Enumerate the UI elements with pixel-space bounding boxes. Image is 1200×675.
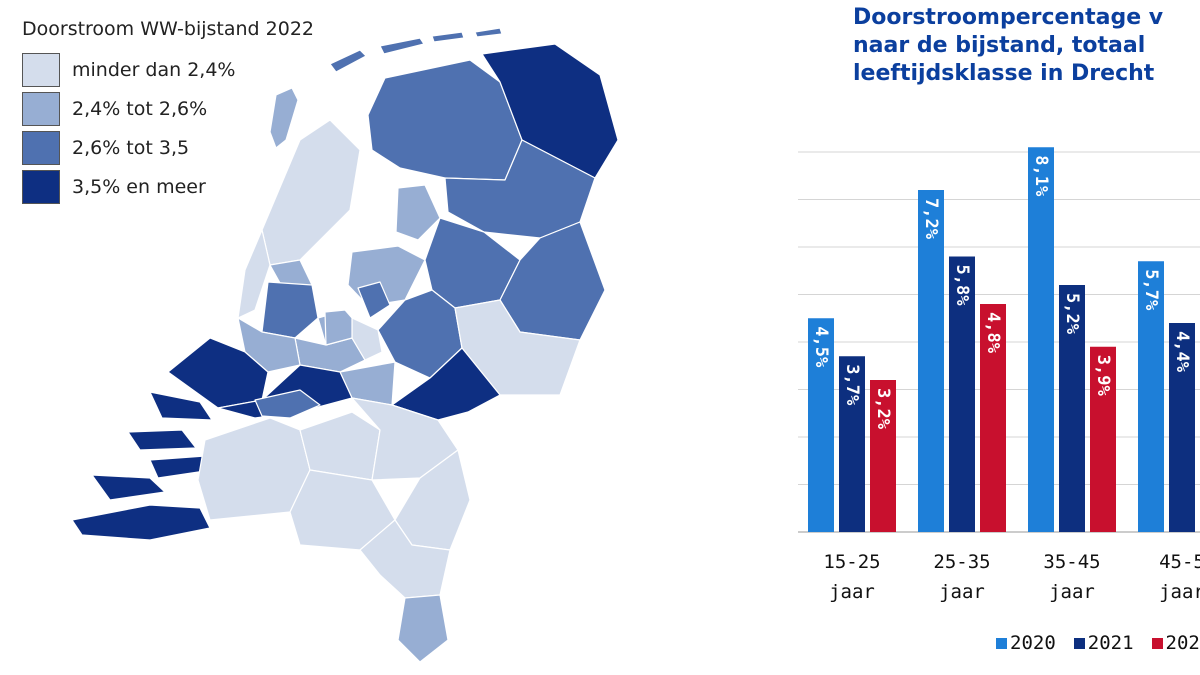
map-region-groningen: [481, 43, 619, 179]
map-legend-swatch: [22, 52, 60, 87]
bar-data-label: 8,1%: [1031, 155, 1051, 197]
map-legend-item: 3,5% en meer: [22, 167, 314, 206]
map-legend-swatch: [22, 169, 60, 204]
bar-data-label: 3,9%: [1093, 355, 1113, 397]
map-region-amersfoort: [324, 309, 353, 346]
bar-chart-panel: Doorstroompercentage v naar de bijstand,…: [760, 0, 1200, 675]
x-tick-label: jaar: [1159, 581, 1200, 603]
x-tick-label: 25-35: [933, 551, 990, 573]
x-tick-label: 15-25: [823, 551, 880, 573]
chart-legend-item: 2020: [996, 632, 1056, 654]
map-region-twente: [499, 221, 606, 341]
map-legend-label: minder dan 2,4%: [72, 58, 236, 81]
bar-2020-0: [808, 318, 834, 532]
map-legend-label: 3,5% en meer: [72, 175, 206, 198]
chart-legend-label: 2021: [1087, 632, 1134, 654]
chart-legend-label: 2020: [1010, 632, 1056, 654]
bar-data-label: 3,2%: [873, 388, 893, 430]
map-region-zeeland-flanders: [71, 504, 211, 541]
bar-chart: 4,5% 3,7% 3,2% 15-25 jaar 7,2% 5,8% 4,8% 25-35 ja…: [798, 147, 1200, 603]
netherlands-region-map: [71, 27, 619, 663]
bar-2022-0: [870, 380, 896, 532]
map-legend-item: 2,6% tot 3,5: [22, 128, 314, 167]
bar-2022-2: [1090, 346, 1116, 532]
map-region-amsterdam: [261, 281, 319, 339]
map-region-drechtsteden: [254, 389, 321, 419]
map-region-zeeland-walcheren: [91, 474, 166, 501]
map-region-zuid-limburg: [397, 594, 449, 663]
bar-data-label: 5,2%: [1062, 293, 1082, 335]
bar-data-label: 4,8%: [983, 312, 1003, 354]
bar-data-label: 5,8%: [952, 265, 972, 307]
map-region-island-schiermonnikoog: [474, 27, 503, 38]
map-region-noord-holland-kennemerland: [237, 229, 271, 319]
chart-title-line: leeftijdsklasse in Drecht: [853, 61, 1155, 86]
x-tick-label: 45-5: [1159, 551, 1200, 573]
bar-data-label: 3,7%: [842, 364, 862, 406]
map-legend-swatch: [22, 130, 60, 165]
bar-2021-2: [1059, 285, 1085, 532]
chart-legend-swatch: [1151, 637, 1163, 649]
x-tick-label: 35-45: [1043, 551, 1100, 573]
map-legend-swatch: [22, 91, 60, 126]
bar-2021-0: [839, 356, 865, 532]
chart-legend-item: 2021: [1073, 632, 1134, 654]
x-tick-label: jaar: [1049, 581, 1095, 603]
bar-2020-1: [918, 190, 944, 532]
map-region-noordoostpolder: [395, 184, 441, 241]
map-region-zeeland-goeree: [149, 391, 213, 421]
map-region-island-ameland: [431, 31, 465, 43]
map-legend-item: 2,4% tot 2,6%: [22, 89, 314, 128]
x-tick-label: jaar: [829, 581, 875, 603]
map-legend-title: Doorstroom WW-bijstand 2022: [22, 18, 314, 40]
map-legend-item: minder dan 2,4%: [22, 50, 314, 89]
netherlands-map-panel: Doorstroom WW-bijstand 2022 minder dan 2…: [22, 18, 619, 663]
map-region-texel: [269, 87, 299, 149]
map-region-almere: [357, 281, 391, 319]
bar-2021-3: [1169, 323, 1195, 532]
chart-legend: 2020 2021 2022: [996, 632, 1200, 654]
map-region-island-vlieland: [329, 49, 367, 73]
map-region-midden-limburg: [359, 519, 451, 599]
bar-data-label: 5,7%: [1141, 269, 1161, 311]
chart-legend-label: 2022: [1165, 632, 1200, 654]
bar-2021-1: [949, 256, 975, 532]
map-region-achterhoek: [454, 299, 581, 396]
map-legend: Doorstroom WW-bijstand 2022 minder dan 2…: [22, 18, 314, 206]
chart-legend-item: 2022: [1151, 632, 1200, 654]
x-tick-label: jaar: [939, 581, 985, 603]
chart-title: Doorstroompercentage v naar de bijstand,…: [853, 4, 1163, 88]
bar-data-label: 4,4%: [1172, 331, 1192, 373]
map-region-island-terschelling: [379, 37, 425, 55]
bar-data-label: 7,2%: [921, 198, 941, 240]
map-region-zeeland-schouwen: [127, 429, 197, 451]
bar-2020-2: [1028, 147, 1054, 532]
map-legend-label: 2,4% tot 2,6%: [72, 97, 208, 120]
map-legend-label: 2,6% tot 3,5: [72, 136, 190, 159]
chart-legend-swatch: [996, 637, 1007, 649]
chart-title-line: Doorstroompercentage v: [853, 5, 1164, 30]
bar-data-label: 4,5%: [811, 326, 831, 368]
bar-2022-1: [980, 304, 1006, 532]
chart-legend-swatch: [1073, 637, 1085, 649]
bar-2020-3: [1138, 261, 1164, 532]
chart-title-line: naar de bijstand, totaal: [853, 33, 1146, 58]
